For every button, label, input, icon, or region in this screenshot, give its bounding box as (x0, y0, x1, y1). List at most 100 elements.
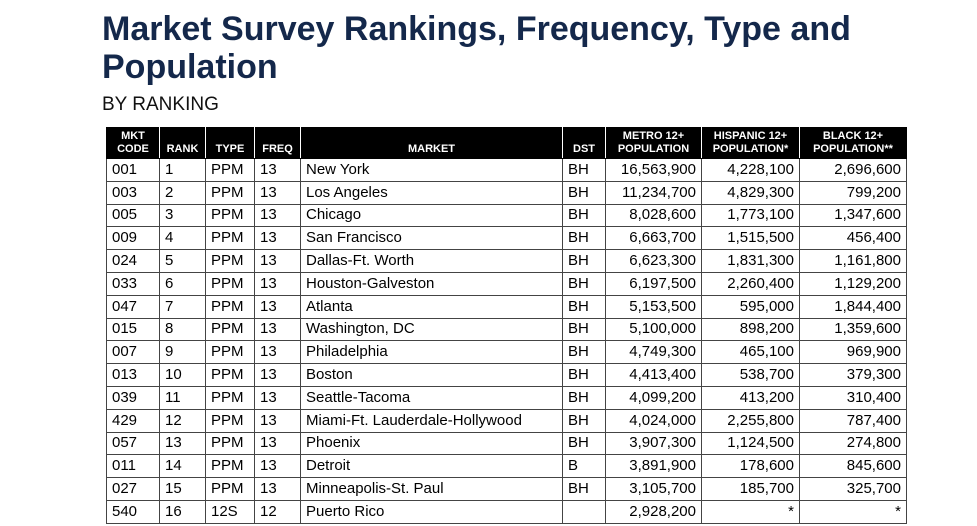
table-row: 013 10 PPM 13 Boston BH 4,413,400 538,700 379,30… (106, 363, 907, 387)
cell-rank: 16 (159, 499, 206, 524)
cell-dst (562, 499, 606, 524)
cell-metro-population: 6,197,500 (605, 271, 702, 296)
cell-metro-population: 6,663,700 (605, 226, 702, 251)
cell-black-population: 1,161,800 (799, 249, 907, 273)
cell-dst: BH (562, 294, 606, 319)
cell-rank: 3 (159, 203, 206, 228)
cell-market: Boston (300, 363, 563, 387)
cell-market: Dallas-Ft. Worth (300, 249, 563, 273)
cell-type: 12S (205, 499, 255, 524)
cell-metro-population: 4,749,300 (605, 340, 702, 365)
cell-market: New York (300, 158, 563, 182)
cell-type: PPM (205, 454, 255, 479)
cell-metro-population: 6,623,300 (605, 249, 702, 273)
cell-dst: BH (562, 226, 606, 251)
cell-mkt-code: 007 (106, 340, 160, 365)
cell-freq: 13 (254, 226, 301, 251)
cell-market: Puerto Rico (300, 499, 563, 524)
table-row: 003 2 PPM 13 Los Angeles BH 11,234,700 4,829,30… (106, 180, 907, 205)
cell-mkt-code: 005 (106, 203, 160, 228)
cell-freq: 13 (254, 408, 301, 433)
cell-hispanic-population: 1,124,500 (701, 431, 800, 456)
cell-freq: 13 (254, 431, 301, 456)
cell-black-population: 310,400 (799, 385, 907, 410)
cell-rank: 10 (159, 363, 206, 387)
cell-black-population: 969,900 (799, 340, 907, 365)
cell-hispanic-population: 898,200 (701, 317, 800, 342)
cell-dst: BH (562, 408, 606, 433)
cell-freq: 13 (254, 385, 301, 410)
cell-freq: 13 (254, 477, 301, 501)
table-row: 033 6 PPM 13 Houston-Galveston BH 6,197,500 2,2… (106, 271, 907, 296)
cell-market: Washington, DC (300, 317, 563, 342)
table-row: 007 9 PPM 13 Philadelphia BH 4,749,300 465,100 9… (106, 340, 907, 365)
cell-rank: 11 (159, 385, 206, 410)
cell-hispanic-population: 4,829,300 (701, 180, 800, 205)
cell-hispanic-population: 1,515,500 (701, 226, 800, 251)
page-title: Market Survey Rankings, Frequency, Type … (102, 10, 851, 86)
cell-black-population: 799,200 (799, 180, 907, 205)
cell-type: PPM (205, 158, 255, 182)
table-row: 057 13 PPM 13 Phoenix BH 3,907,300 1,124,500 274… (106, 431, 907, 456)
cell-black-population: 787,400 (799, 408, 907, 433)
cell-dst: BH (562, 385, 606, 410)
cell-metro-population: 3,105,700 (605, 477, 702, 501)
cell-dst: BH (562, 271, 606, 296)
cell-dst: BH (562, 158, 606, 182)
cell-rank: 12 (159, 408, 206, 433)
cell-rank: 6 (159, 271, 206, 296)
cell-type: PPM (205, 203, 255, 228)
cell-black-population: 1,844,400 (799, 294, 907, 319)
cell-freq: 13 (254, 158, 301, 182)
cell-freq: 13 (254, 294, 301, 319)
table-row: 039 11 PPM 13 Seattle-Tacoma BH 4,099,200 413,2… (106, 385, 907, 410)
cell-black-population: 1,347,600 (799, 203, 907, 228)
header-black-population: BLACK 12+ POPULATION** (799, 127, 907, 159)
cell-freq: 13 (254, 363, 301, 387)
cell-rank: 7 (159, 294, 206, 319)
cell-market: Philadelphia (300, 340, 563, 365)
cell-mkt-code: 039 (106, 385, 160, 410)
cell-type: PPM (205, 363, 255, 387)
cell-dst: BH (562, 477, 606, 501)
cell-hispanic-population: 185,700 (701, 477, 800, 501)
cell-mkt-code: 015 (106, 317, 160, 342)
cell-market: Minneapolis-St. Paul (300, 477, 563, 501)
cell-mkt-code: 429 (106, 408, 160, 433)
cell-type: PPM (205, 408, 255, 433)
cell-rank: 9 (159, 340, 206, 365)
cell-freq: 12 (254, 499, 301, 524)
cell-rank: 4 (159, 226, 206, 251)
cell-metro-population: 4,099,200 (605, 385, 702, 410)
cell-type: PPM (205, 271, 255, 296)
table-row: 015 8 PPM 13 Washington, DC BH 5,100,000 898,20… (106, 317, 907, 342)
cell-metro-population: 4,024,000 (605, 408, 702, 433)
cell-mkt-code: 047 (106, 294, 160, 319)
cell-type: PPM (205, 249, 255, 273)
header-dst: DST (562, 127, 606, 159)
table-row: 024 5 PPM 13 Dallas-Ft. Worth BH 6,623,300 1,83… (106, 249, 907, 273)
cell-metro-population: 3,891,900 (605, 454, 702, 479)
cell-freq: 13 (254, 340, 301, 365)
cell-type: PPM (205, 385, 255, 410)
cell-hispanic-population: 178,600 (701, 454, 800, 479)
cell-rank: 14 (159, 454, 206, 479)
cell-black-population: * (799, 499, 907, 524)
table-row: 429 12 PPM 13 Miami-Ft. Lauderdale-Hollywood… (106, 408, 907, 433)
cell-mkt-code: 009 (106, 226, 160, 251)
cell-market: Atlanta (300, 294, 563, 319)
cell-market: Seattle-Tacoma (300, 385, 563, 410)
header-market: MARKET (300, 127, 563, 159)
cell-mkt-code: 057 (106, 431, 160, 456)
cell-dst: B (562, 454, 606, 479)
cell-market: Miami-Ft. Lauderdale-Hollywood (300, 408, 563, 433)
cell-dst: BH (562, 180, 606, 205)
cell-type: PPM (205, 431, 255, 456)
cell-hispanic-population: 538,700 (701, 363, 800, 387)
cell-dst: BH (562, 363, 606, 387)
cell-mkt-code: 003 (106, 180, 160, 205)
cell-type: PPM (205, 340, 255, 365)
cell-rank: 15 (159, 477, 206, 501)
cell-dst: BH (562, 249, 606, 273)
cell-mkt-code: 011 (106, 454, 160, 479)
